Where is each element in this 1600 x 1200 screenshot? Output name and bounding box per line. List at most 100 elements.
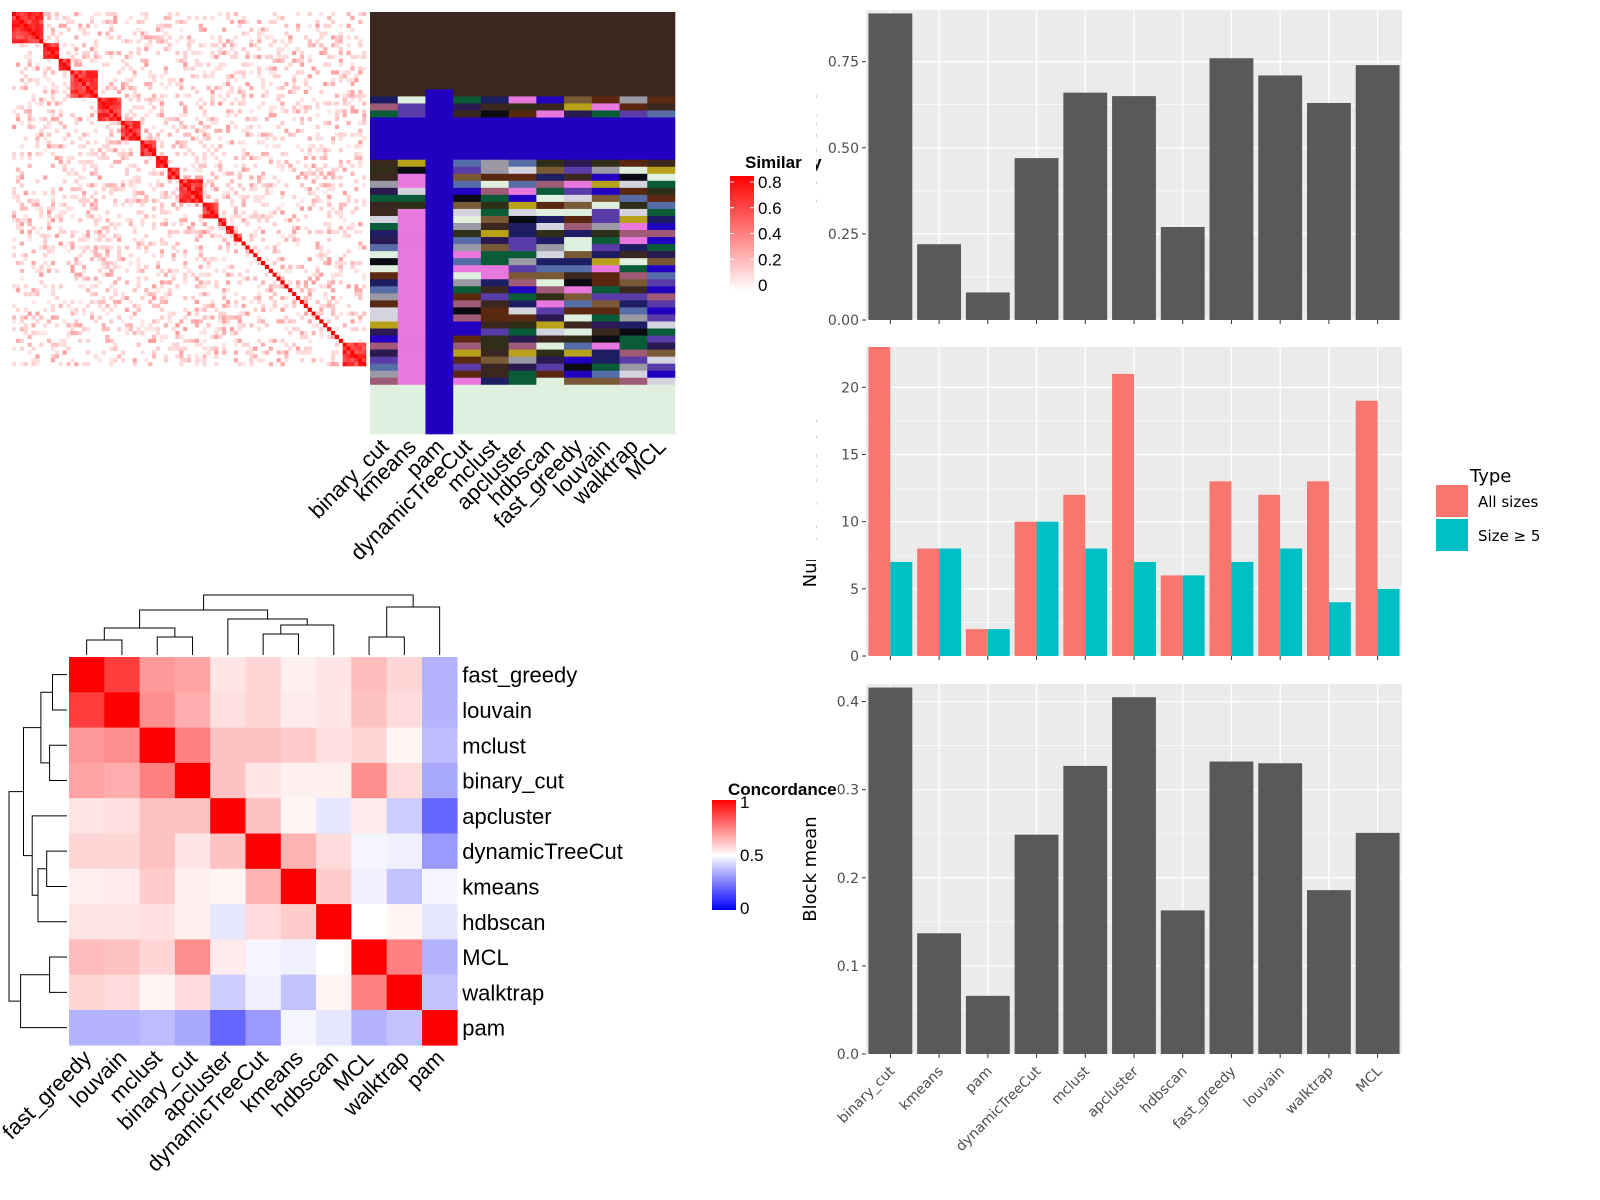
similarity-cell — [66, 260, 71, 266]
assignment-cell — [425, 335, 454, 343]
assignment-cell — [619, 187, 648, 196]
assignment-cell — [397, 166, 426, 175]
assignment-cell — [619, 54, 648, 62]
similarity-cell — [124, 327, 129, 332]
similarity-cell — [171, 276, 176, 281]
concordance-cell — [280, 833, 317, 870]
assignment-cell — [619, 335, 648, 343]
similarity-cell — [327, 303, 332, 308]
similarity-cell — [136, 179, 141, 184]
similarity-cell — [268, 82, 273, 87]
similarity-cell — [218, 50, 223, 56]
similarity-cell — [132, 93, 137, 98]
similarity-cell — [342, 342, 347, 347]
similarity-cell — [82, 144, 87, 149]
similarity-cell — [327, 327, 332, 332]
similarity-cell — [89, 148, 94, 153]
similarity-cell — [47, 338, 52, 343]
similarity-cell — [35, 152, 40, 157]
similarity-cell — [260, 319, 266, 324]
assignment-cell — [647, 159, 676, 168]
similarity-cell — [214, 163, 219, 168]
assignment-cell — [370, 82, 399, 90]
similarity-cell — [12, 152, 17, 157]
similarity-cell — [148, 132, 153, 137]
assignment-cell — [508, 314, 537, 322]
similarity-cell — [222, 62, 227, 67]
similarity-cell — [229, 89, 235, 94]
similarity-cell — [155, 179, 161, 184]
similarity-cell — [66, 159, 71, 165]
assignment-cell — [619, 68, 648, 76]
concordance-cell — [245, 974, 282, 1011]
assignment-cell — [425, 201, 454, 210]
assignment-cell — [453, 12, 482, 20]
similarity-cell — [288, 132, 293, 137]
similarity-cell — [358, 93, 363, 98]
column-dendrogram-branch — [262, 633, 299, 655]
similarity-cell — [109, 272, 114, 277]
assignment-cell — [647, 131, 676, 139]
similarity-cell — [66, 50, 71, 56]
similarity-cell — [237, 315, 242, 320]
similarity-cell — [334, 124, 340, 129]
bar — [1014, 158, 1059, 320]
similarity-cell — [190, 183, 196, 188]
similarity-cell — [175, 128, 180, 133]
similarity-cell — [105, 249, 110, 254]
similarity-cell — [222, 350, 227, 355]
similarity-cell — [194, 307, 200, 312]
assignment-cell — [536, 138, 565, 146]
similarity-cell — [105, 12, 110, 17]
concordance-cell — [280, 657, 317, 693]
similarity-cell — [58, 229, 63, 235]
assignment-cell — [425, 208, 454, 217]
similarity-cell — [70, 245, 75, 250]
bar-all-sizes — [868, 347, 891, 656]
similarity-cell — [222, 222, 227, 227]
similarity-cell — [50, 202, 56, 207]
similarity-cell — [23, 35, 28, 40]
similarity-cell — [105, 85, 110, 91]
similarity-cell — [120, 152, 126, 157]
assignment-cell — [647, 321, 676, 329]
similarity-cell — [144, 194, 149, 200]
similarity-cell — [354, 346, 359, 351]
similarity-cell — [299, 171, 305, 176]
assignment-cell — [591, 208, 620, 217]
assignment-cell — [591, 194, 620, 203]
similarity-cell — [362, 202, 367, 207]
similarity-cell — [218, 66, 223, 71]
similarity-cell — [334, 39, 340, 44]
similarity-cell — [315, 229, 320, 235]
similarity-cell — [89, 89, 94, 94]
similarity-cell — [82, 167, 87, 172]
assignment-cell — [425, 377, 454, 386]
similarity-cell — [222, 210, 227, 215]
assignment-cell — [564, 419, 593, 428]
concordance-row-label: louvain — [462, 698, 532, 723]
similarity-cell — [159, 237, 165, 242]
similarity-cell — [280, 85, 285, 91]
similarity-cell — [70, 70, 75, 75]
similarity-cell — [159, 128, 165, 133]
assignment-cell — [480, 145, 509, 153]
similarity-cell — [78, 23, 83, 28]
similarity-cell — [62, 62, 67, 67]
assignment-cell — [480, 412, 509, 421]
assignment-cell — [480, 398, 509, 407]
similarity-cell — [113, 183, 118, 188]
similarity-legend-tick: 0.8 — [758, 173, 782, 192]
similarity-cell — [350, 264, 355, 270]
similarity-cell — [334, 117, 340, 122]
bar-all-sizes — [1112, 373, 1134, 656]
similarity-cell — [362, 327, 367, 332]
bar-all-sizes — [1160, 575, 1183, 656]
concordance-cell — [174, 868, 211, 905]
similarity-cell — [47, 249, 52, 254]
concordance-row-label: walktrap — [461, 980, 544, 1005]
similarity-cell — [140, 19, 145, 24]
assignment-cell — [619, 279, 648, 287]
similarity-cell — [346, 70, 351, 75]
similarity-cell — [249, 109, 254, 114]
